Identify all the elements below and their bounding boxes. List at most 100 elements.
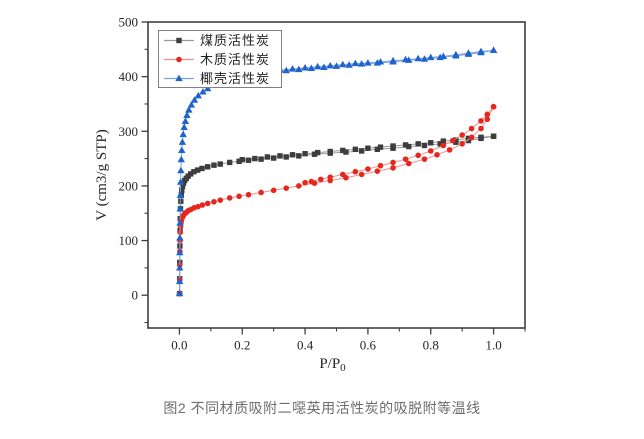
circle-marker: [283, 185, 290, 191]
figure-caption: 图2 不同材质吸附二噁英用活性炭的吸脱附等温线: [163, 400, 481, 416]
circle-marker: [270, 187, 277, 194]
square-marker: [204, 164, 211, 170]
circle-marker: [446, 147, 453, 153]
square-marker: [365, 145, 371, 151]
triangle-marker: [282, 66, 290, 74]
triangle-marker: [345, 61, 353, 68]
y-axis: 0 100 200 300 400 500 V (cm3/g STP): [94, 15, 148, 324]
triangle-marker: [178, 146, 186, 154]
triangle-marker: [332, 62, 341, 69]
square-marker: [340, 147, 346, 154]
circle-marker: [365, 166, 371, 172]
y-axis-title: V (cm3/g STP): [94, 129, 110, 220]
x-tick-label: 0.2: [234, 338, 250, 353]
triangle-marker: [175, 277, 184, 285]
series-0: [176, 133, 497, 297]
square-marker: [258, 156, 264, 162]
circle-marker: [468, 134, 475, 141]
triangle-marker: [427, 53, 435, 61]
square-marker: [415, 141, 421, 147]
circle-marker: [358, 171, 365, 178]
x-tick-label: 1.0: [485, 338, 501, 353]
circle-marker: [377, 162, 384, 169]
legend-item-0: 煤质活性炭: [164, 33, 270, 48]
y-tick-label: 200: [119, 178, 139, 193]
triangle-marker: [178, 138, 187, 145]
triangle-marker: [489, 46, 498, 54]
circle-marker: [352, 168, 359, 175]
series-1-adsorption-line: [179, 106, 495, 294]
triangle-marker: [326, 61, 334, 69]
circle-marker: [405, 160, 412, 167]
triangle-marker: [181, 117, 190, 125]
legend-label: 煤质活性炭: [200, 33, 270, 48]
circle-marker: [415, 152, 421, 159]
circle-marker: [459, 132, 465, 138]
triangle-marker: [464, 49, 473, 56]
triangle-marker: [364, 59, 372, 66]
triangle-marker: [357, 60, 366, 67]
circle-marker: [478, 118, 484, 124]
square-marker: [358, 148, 365, 154]
triangle-marker: [177, 155, 186, 163]
square-marker: [283, 154, 289, 160]
circle-marker: [199, 202, 206, 208]
square-marker: [465, 135, 472, 142]
square-marker: [490, 133, 497, 139]
triangle-marker: [301, 64, 309, 71]
triangle-marker: [190, 96, 199, 103]
circle-marker: [490, 103, 497, 110]
x-tick-label: 0.4: [297, 338, 314, 353]
square-marker: [440, 138, 447, 144]
circle-marker: [434, 151, 440, 158]
triangle-marker: [307, 64, 316, 72]
triangle-marker: [414, 54, 422, 62]
square-marker: [252, 155, 258, 162]
triangle-marker: [179, 130, 187, 138]
circle-marker: [339, 171, 346, 178]
square-marker: [264, 154, 271, 160]
square-marker: [428, 140, 434, 146]
y-tick-label: 500: [119, 15, 139, 30]
circle-marker: [449, 137, 456, 144]
circle-marker: [374, 168, 381, 174]
circle-marker: [236, 193, 242, 200]
circle-marker: [478, 125, 484, 132]
square-marker: [245, 157, 252, 163]
y-tick-label: 100: [119, 233, 139, 248]
triangle-marker: [288, 65, 297, 72]
triangle-marker: [176, 248, 184, 256]
square-marker: [179, 187, 185, 193]
circle-marker: [390, 159, 396, 166]
triangle-marker: [203, 84, 212, 92]
x-tick-label: 0.6: [360, 338, 377, 353]
square-marker: [277, 153, 283, 159]
circle-marker: [317, 176, 324, 183]
triangle-marker: [452, 50, 460, 58]
triangle-marker: [185, 106, 193, 113]
square-marker: [327, 148, 333, 155]
isotherm-chart: 0.0 0.2 0.4 0.6 0.8 1.0 P/P0 0 100 200 300 400 500 V …: [94, 15, 526, 374]
triangle-marker: [401, 55, 410, 63]
square-marker: [437, 141, 443, 147]
axes: 0.0 0.2 0.4 0.6 0.8 1.0 P/P0 0 100 200 300 400 500 V …: [94, 15, 526, 374]
square-marker: [406, 143, 412, 150]
y-tick-label: 400: [119, 69, 139, 84]
square-marker: [377, 144, 384, 150]
triangle-marker: [176, 204, 184, 212]
square-marker: [239, 157, 245, 163]
square-marker: [226, 159, 233, 166]
series-1-desorption-line: [305, 106, 494, 184]
circle-marker: [440, 142, 447, 149]
square-marker: [402, 142, 409, 148]
circle-marker: [468, 125, 475, 132]
square-marker: [270, 155, 277, 161]
circle-marker: [421, 156, 428, 162]
triangle-marker: [320, 63, 328, 70]
circle-marker: [195, 203, 201, 210]
square-marker: [302, 150, 308, 157]
circle-marker: [484, 116, 491, 123]
square-marker: [180, 180, 187, 186]
circle-marker: [402, 156, 409, 162]
